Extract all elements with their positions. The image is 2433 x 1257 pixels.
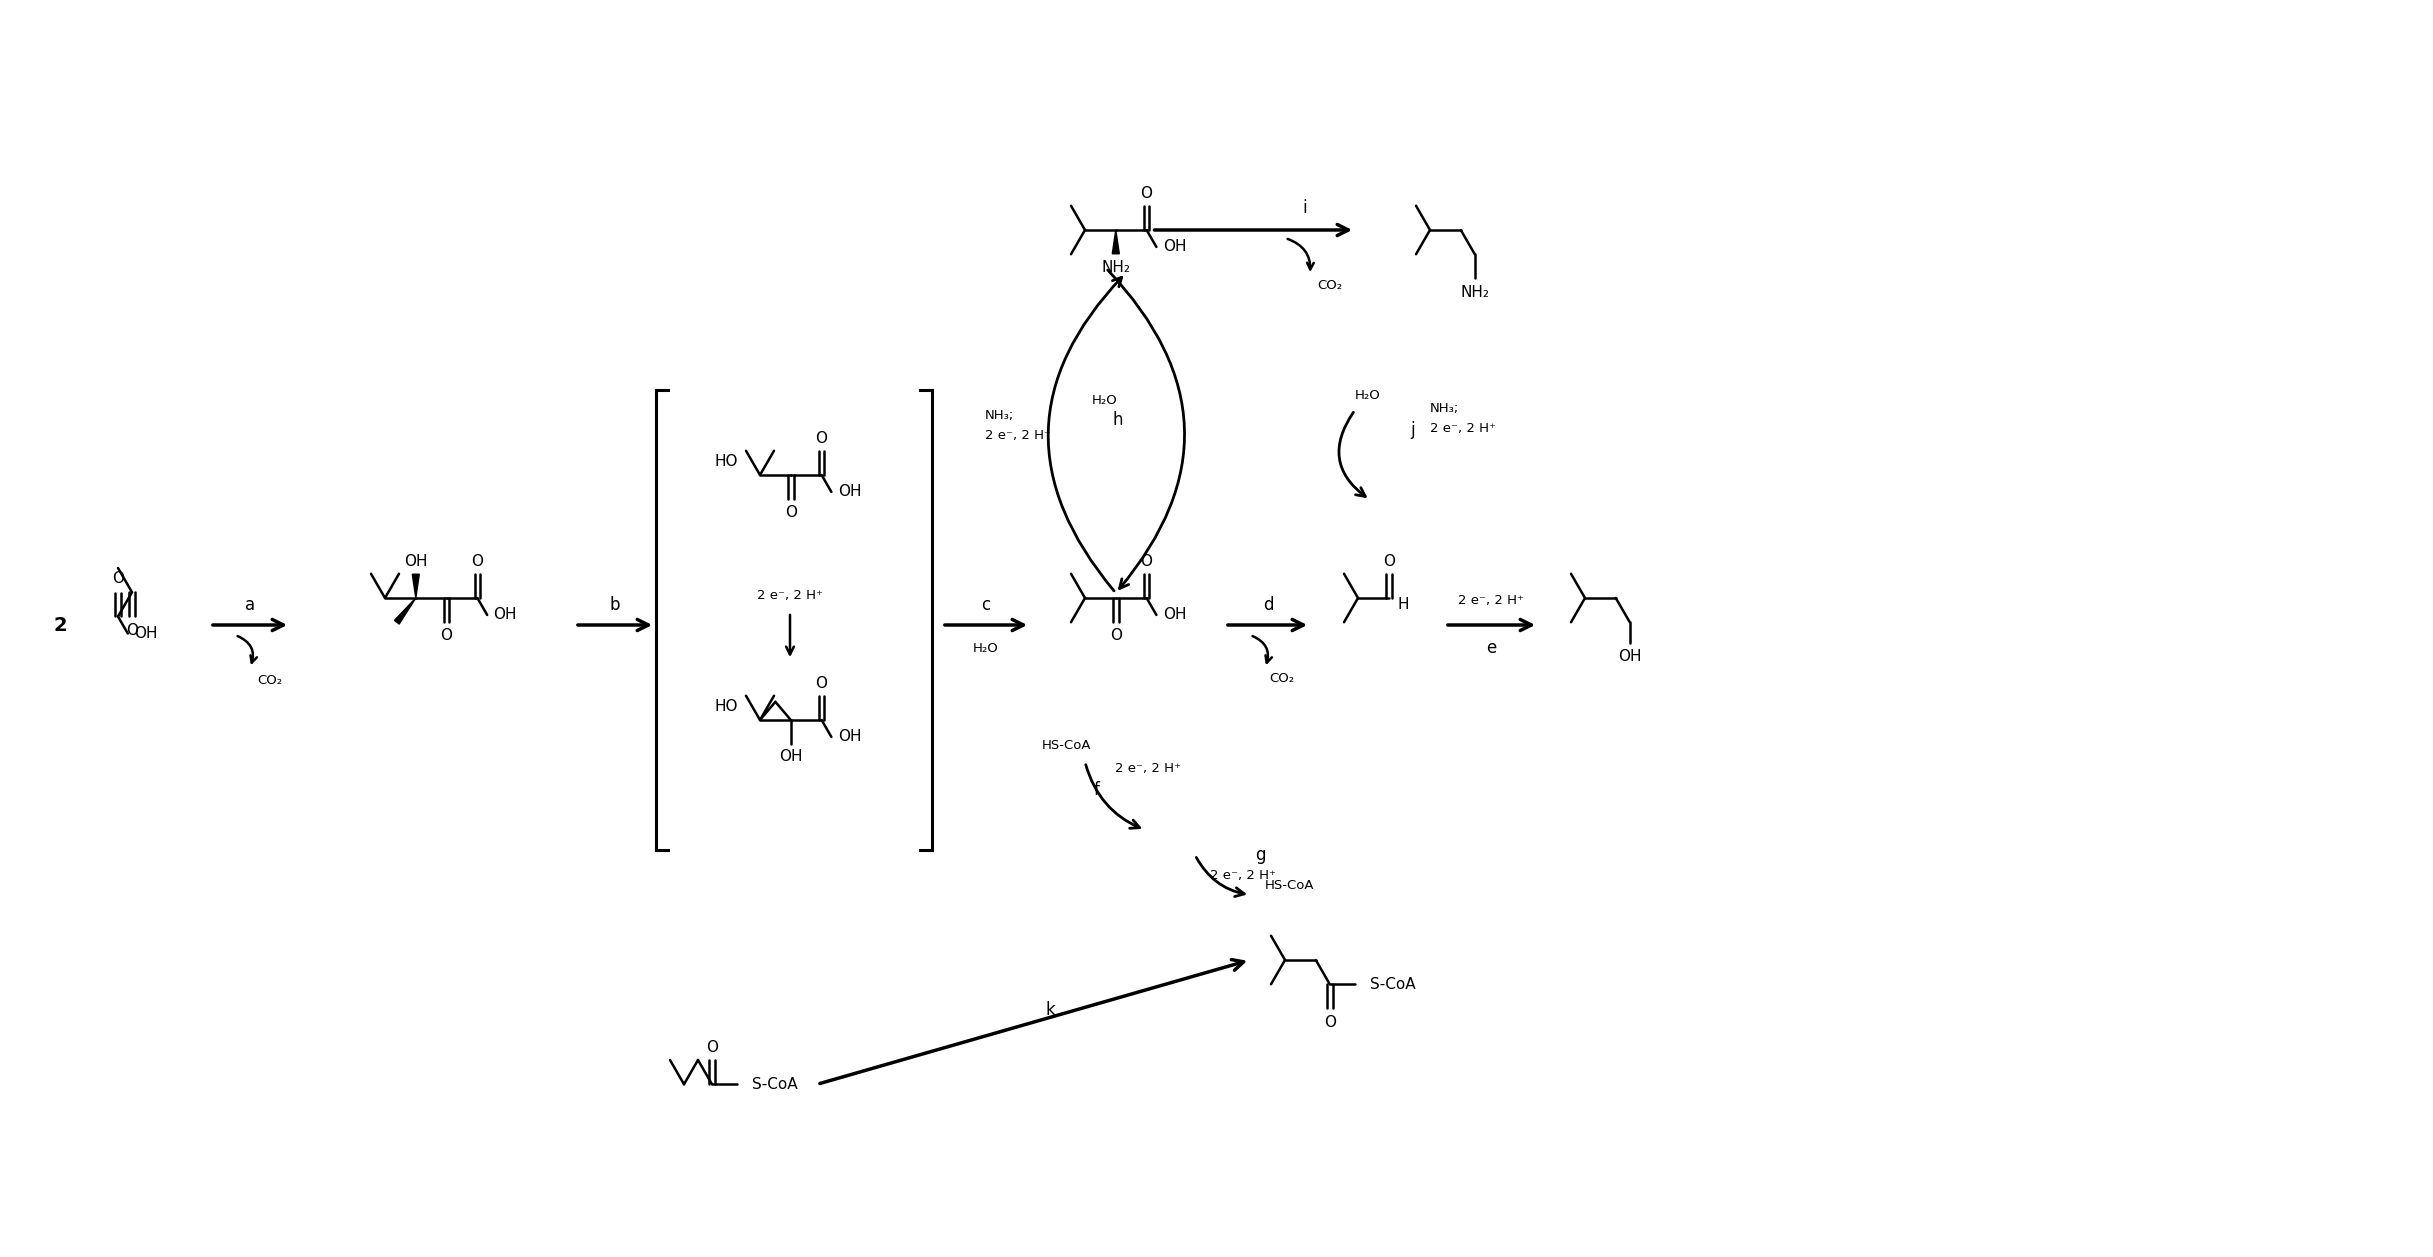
Text: CO₂: CO₂ [1316,279,1343,292]
Text: O: O [1324,1014,1336,1029]
Text: OH: OH [1163,607,1187,622]
Text: NH₃;: NH₃; [1431,401,1460,415]
Text: NH₃;: NH₃; [985,409,1015,421]
Text: O: O [1141,553,1153,568]
Text: OH: OH [837,729,861,744]
Text: 2 e⁻, 2 H⁺: 2 e⁻, 2 H⁺ [757,588,822,602]
Text: S-CoA: S-CoA [1370,977,1416,992]
Text: 2 e⁻, 2 H⁺: 2 e⁻, 2 H⁺ [1209,869,1275,881]
Text: O: O [706,1040,718,1055]
Text: f: f [1095,781,1100,799]
Text: HS-CoA: HS-CoA [1265,879,1314,891]
Text: b: b [611,596,620,613]
Text: 2 e⁻, 2 H⁺: 2 e⁻, 2 H⁺ [1457,593,1523,606]
Text: H₂O: H₂O [1092,393,1117,406]
Text: H₂O: H₂O [1355,388,1382,401]
Text: 2 e⁻, 2 H⁺: 2 e⁻, 2 H⁺ [1114,762,1180,774]
Text: c: c [980,596,990,613]
Text: O: O [1109,628,1122,644]
Polygon shape [1112,230,1119,254]
Text: H: H [1397,597,1409,611]
Text: OH: OH [1163,240,1187,254]
Text: HO: HO [715,454,737,469]
Text: g: g [1255,846,1265,864]
Text: CO₂: CO₂ [258,674,282,686]
Text: O: O [815,676,827,690]
Text: j: j [1411,421,1416,439]
Text: O: O [112,571,124,586]
Polygon shape [394,598,416,623]
Text: O: O [1141,186,1153,201]
Text: HS-CoA: HS-CoA [1041,739,1092,752]
Text: h: h [1112,411,1124,429]
Text: d: d [1263,596,1272,613]
Text: O: O [1382,553,1394,568]
Text: OH: OH [134,626,158,641]
Text: OH: OH [837,484,861,499]
Text: S-CoA: S-CoA [752,1077,798,1092]
Text: a: a [246,596,255,613]
Text: O: O [472,553,484,568]
Text: O: O [815,431,827,446]
Text: O: O [786,505,796,520]
Text: k: k [1046,1001,1056,1019]
Polygon shape [411,574,418,598]
Text: 2 e⁻, 2 H⁺: 2 e⁻, 2 H⁺ [1431,421,1496,435]
Text: OH: OH [779,749,803,764]
Text: O: O [440,628,453,644]
Text: 2: 2 [54,616,66,635]
Text: OH: OH [404,553,428,568]
Text: OH: OH [1618,649,1642,664]
Text: HO: HO [715,699,737,714]
Text: i: i [1302,199,1307,217]
Text: OH: OH [494,607,516,622]
Text: e: e [1487,639,1496,657]
Text: H₂O: H₂O [973,641,1000,655]
Text: CO₂: CO₂ [1270,671,1294,685]
Text: O: O [127,622,139,637]
Text: NH₂: NH₂ [1460,284,1489,299]
Text: NH₂: NH₂ [1102,260,1131,275]
Text: 2 e⁻, 2 H⁺: 2 e⁻, 2 H⁺ [985,429,1051,441]
